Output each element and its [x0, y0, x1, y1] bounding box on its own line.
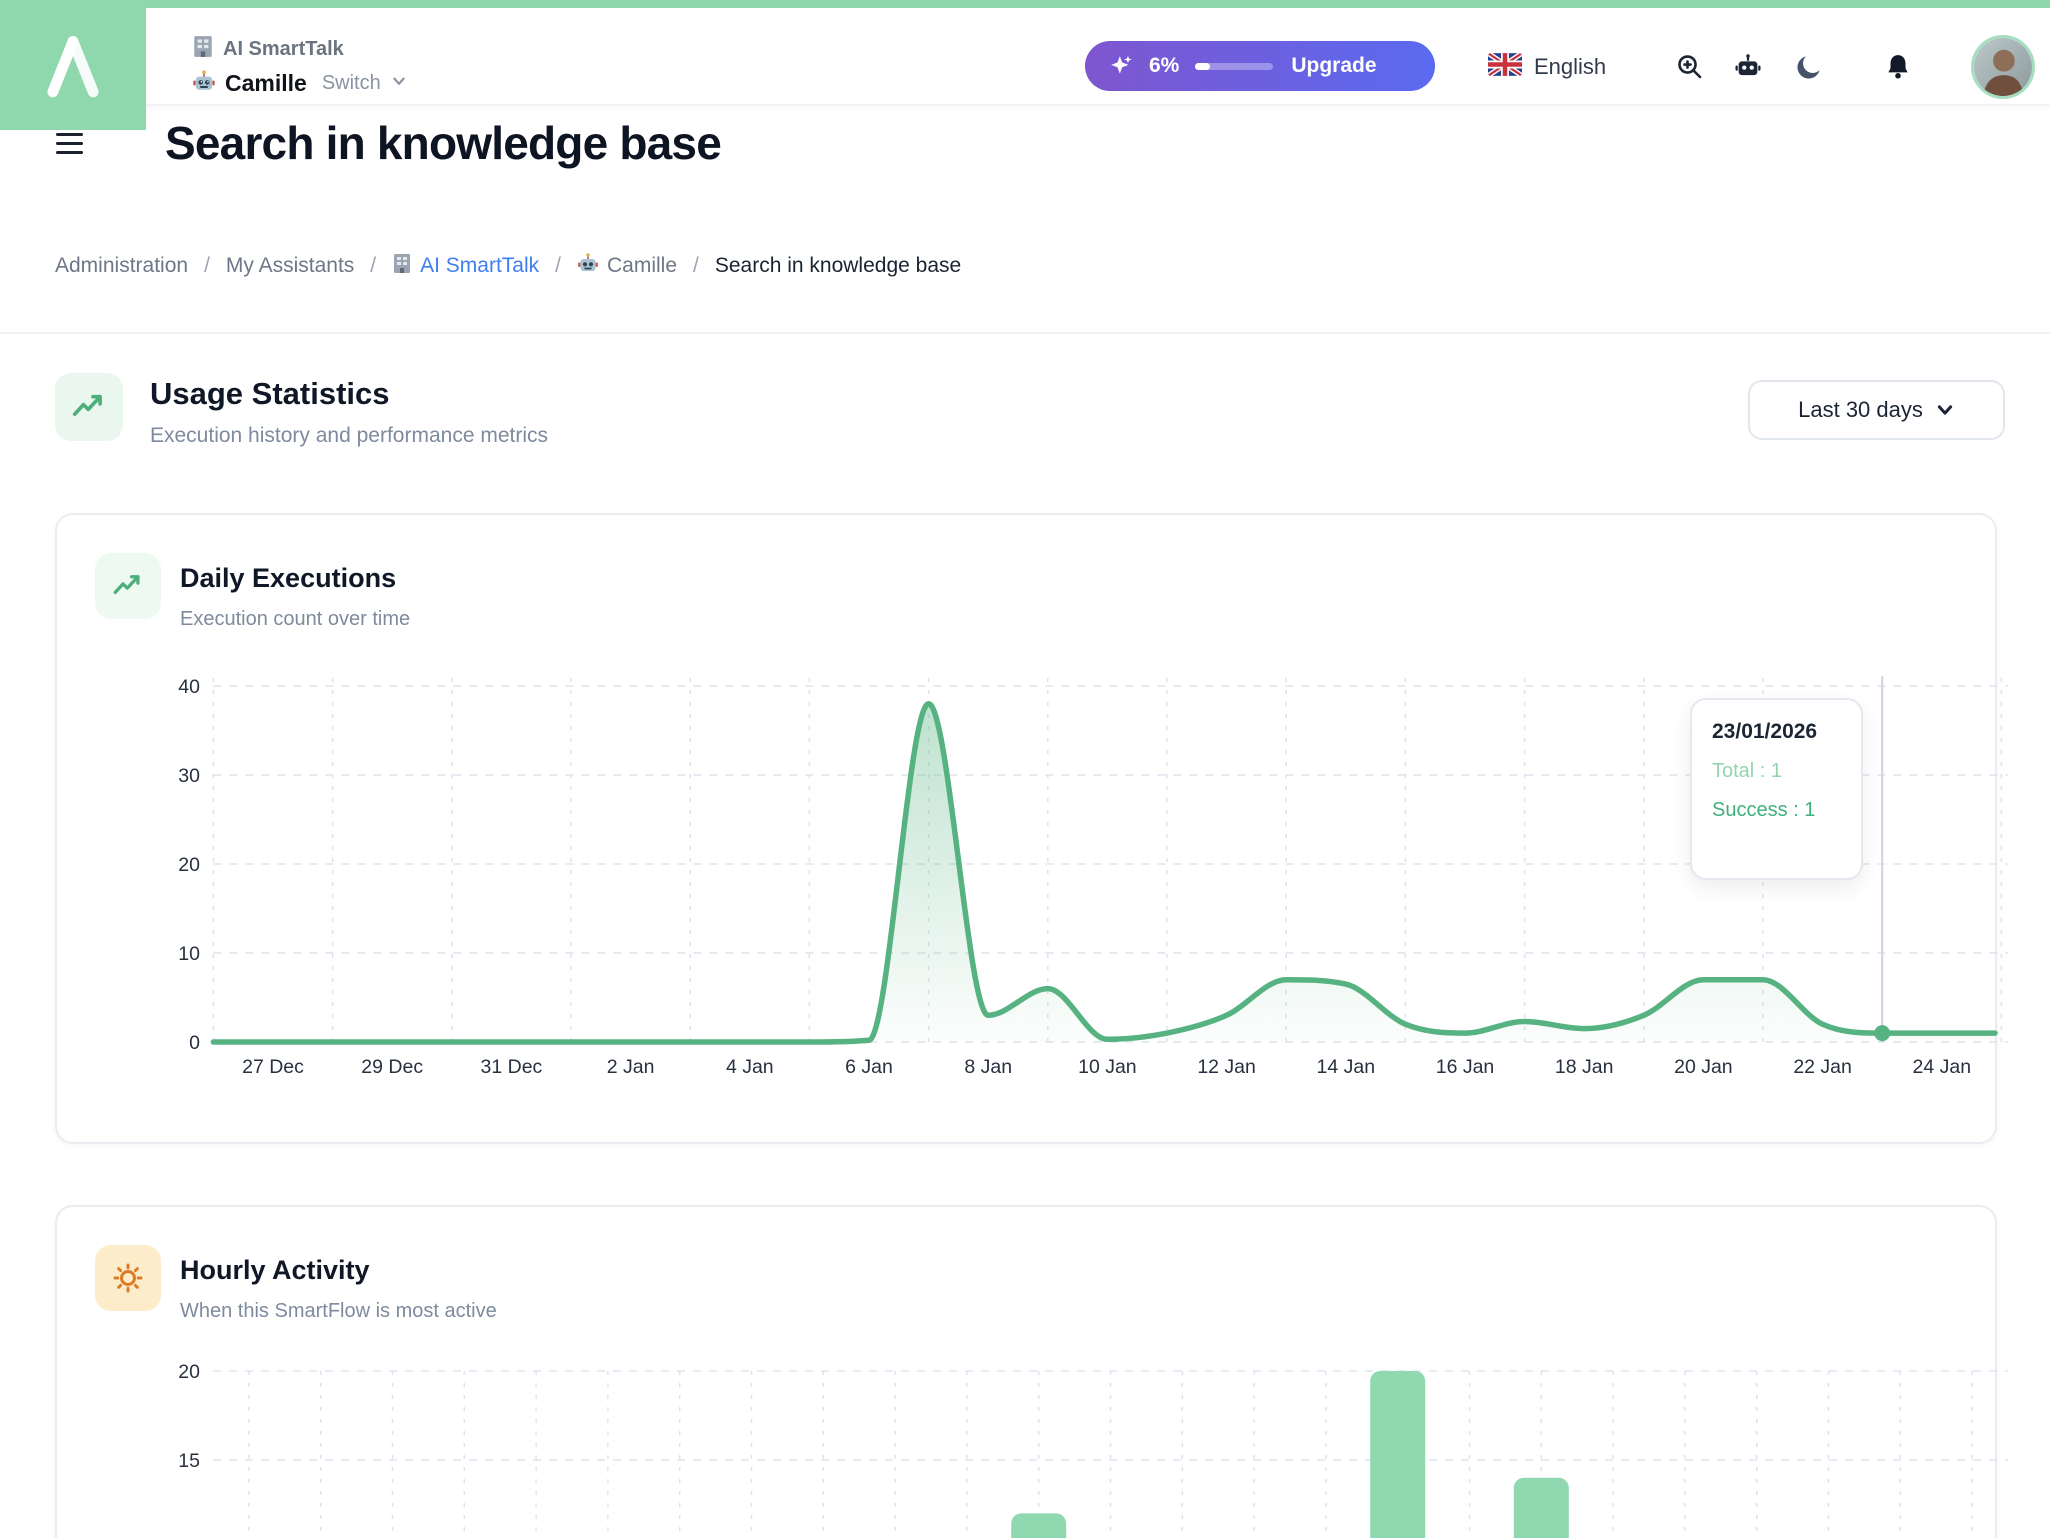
moon-icon: [1797, 56, 1820, 79]
tooltip-date: 23/01/2026: [1712, 720, 1818, 743]
language-label: English: [1534, 54, 1607, 79]
breadcrumb-my-assistants[interactable]: My Assistants: [225, 254, 355, 277]
logo-icon: [47, 36, 99, 98]
upgrade-progress-bar: [1195, 62, 1274, 70]
app-logo[interactable]: [0, 0, 146, 130]
highlight-point: [1874, 1025, 1891, 1042]
svg-text:0: 0: [189, 1032, 200, 1054]
svg-text:10: 10: [178, 943, 200, 965]
section-divider: [0, 332, 2050, 334]
svg-text:15: 15: [178, 1450, 200, 1472]
svg-text:27 Dec: 27 Dec: [242, 1056, 304, 1078]
usage-stats-subtitle: Execution history and performance metric…: [150, 424, 549, 447]
language-selector[interactable]: English: [1486, 51, 1607, 82]
org-label: AI SmartTalk: [192, 36, 344, 62]
chevron-down-icon: [390, 72, 408, 95]
svg-text:20: 20: [178, 854, 200, 876]
gridlines: [213, 1370, 2008, 1538]
building-icon: [392, 252, 412, 280]
svg-text:20: 20: [178, 1361, 200, 1383]
svg-text:12 Jan: 12 Jan: [1197, 1056, 1256, 1078]
assistant-switch-label: Switch: [321, 71, 381, 94]
hour-bar: [1370, 1371, 1426, 1538]
breadcrumb-assistant[interactable]: Camille: [577, 252, 677, 280]
svg-text:31 Dec: 31 Dec: [481, 1056, 543, 1078]
breadcrumb-org[interactable]: AI SmartTalk: [392, 252, 539, 280]
hourly-activity-title: Hourly Activity: [180, 1255, 370, 1285]
tooltip-total: Total : 1: [1712, 760, 1783, 782]
usage-stats-title: Usage Statistics: [150, 376, 390, 411]
upgrade-button[interactable]: 6% Upgrade: [1085, 41, 1435, 91]
daily-executions-icon-tile: [95, 553, 161, 619]
breadcrumb-separator: /: [370, 254, 377, 277]
avatar[interactable]: [1971, 35, 2035, 99]
breadcrumb-separator: /: [204, 254, 210, 277]
upgrade-label: Upgrade: [1291, 54, 1377, 77]
hourly-activity-icon-tile: [95, 1245, 161, 1311]
breadcrumb: Administration / My Assistants / AI Smar…: [55, 252, 961, 280]
dark-mode-button[interactable]: [1793, 51, 1825, 83]
date-range-label: Last 30 days: [1798, 397, 1923, 422]
building-icon: [192, 34, 214, 64]
svg-text:24 Jan: 24 Jan: [1913, 1056, 1972, 1078]
svg-text:18 Jan: 18 Jan: [1555, 1056, 1614, 1078]
breadcrumb-separator: /: [555, 254, 561, 277]
svg-text:30: 30: [178, 765, 200, 787]
assistant-bot-button[interactable]: [1732, 51, 1764, 83]
bell-icon: [1888, 55, 1908, 79]
robot-icon: [577, 252, 599, 280]
chevron-down-icon: [1937, 405, 1952, 415]
breadcrumb-separator: /: [693, 254, 699, 277]
hourly-activity-subtitle: When this SmartFlow is most active: [180, 1300, 497, 1322]
assistant-switcher[interactable]: Camille Switch: [192, 68, 408, 98]
breadcrumb-current-page: Search in knowledge base: [714, 254, 962, 277]
tooltip-success: Success : 1: [1712, 799, 1816, 821]
uk-flag-icon: [1486, 51, 1524, 81]
daily-executions-title: Daily Executions: [180, 563, 397, 593]
hour-bar: [1011, 1513, 1067, 1538]
usage-stats-icon-tile: [55, 373, 123, 441]
chart-tooltip: 23/01/2026 Total : 1 Success : 1: [1690, 698, 1863, 880]
svg-text:2 Jan: 2 Jan: [607, 1056, 655, 1078]
assistant-name: Camille: [225, 69, 307, 96]
svg-text:22 Jan: 22 Jan: [1793, 1056, 1852, 1078]
upgrade-percent: 6%: [1149, 54, 1180, 77]
svg-text:14 Jan: 14 Jan: [1317, 1056, 1376, 1078]
daily-executions-chart[interactable]: 0 10 20 30 40 27 Dec 29 Dec 31 Dec 2 Jan 4 Jan 6 J…: [130, 650, 2010, 1090]
svg-text:6 Jan: 6 Jan: [845, 1056, 893, 1078]
trending-up-icon: [113, 575, 140, 595]
svg-text:40: 40: [178, 676, 200, 698]
zoom-in-button[interactable]: [1674, 51, 1706, 83]
sparkles-icon: [1109, 53, 1135, 79]
notifications-button[interactable]: [1882, 51, 1914, 83]
robot-icon: [1735, 54, 1761, 76]
topbar: AI SmartTalk Camille Switch 6% Upgrade: [0, 8, 2050, 104]
top-accent-strip: [0, 0, 2050, 8]
svg-text:16 Jan: 16 Jan: [1436, 1056, 1495, 1078]
svg-text:10 Jan: 10 Jan: [1078, 1056, 1137, 1078]
org-name: AI SmartTalk: [223, 37, 344, 60]
svg-text:8 Jan: 8 Jan: [964, 1056, 1012, 1078]
robot-icon: [192, 69, 216, 98]
menu-button[interactable]: [56, 128, 86, 158]
svg-text:29 Dec: 29 Dec: [361, 1056, 423, 1078]
breadcrumb-administration[interactable]: Administration: [55, 254, 189, 277]
avatar-image: [1974, 38, 2032, 96]
sun-icon: [113, 1263, 143, 1293]
svg-text:4 Jan: 4 Jan: [726, 1056, 774, 1078]
zoom-in-icon: [1678, 55, 1702, 79]
daily-executions-subtitle: Execution count over time: [180, 608, 411, 630]
hour-bar: [1513, 1477, 1569, 1538]
page-title: Search in knowledge base: [165, 117, 722, 169]
svg-text:20 Jan: 20 Jan: [1674, 1056, 1733, 1078]
date-range-select[interactable]: Last 30 days: [1748, 380, 2005, 440]
trending-up-icon: [72, 394, 102, 416]
